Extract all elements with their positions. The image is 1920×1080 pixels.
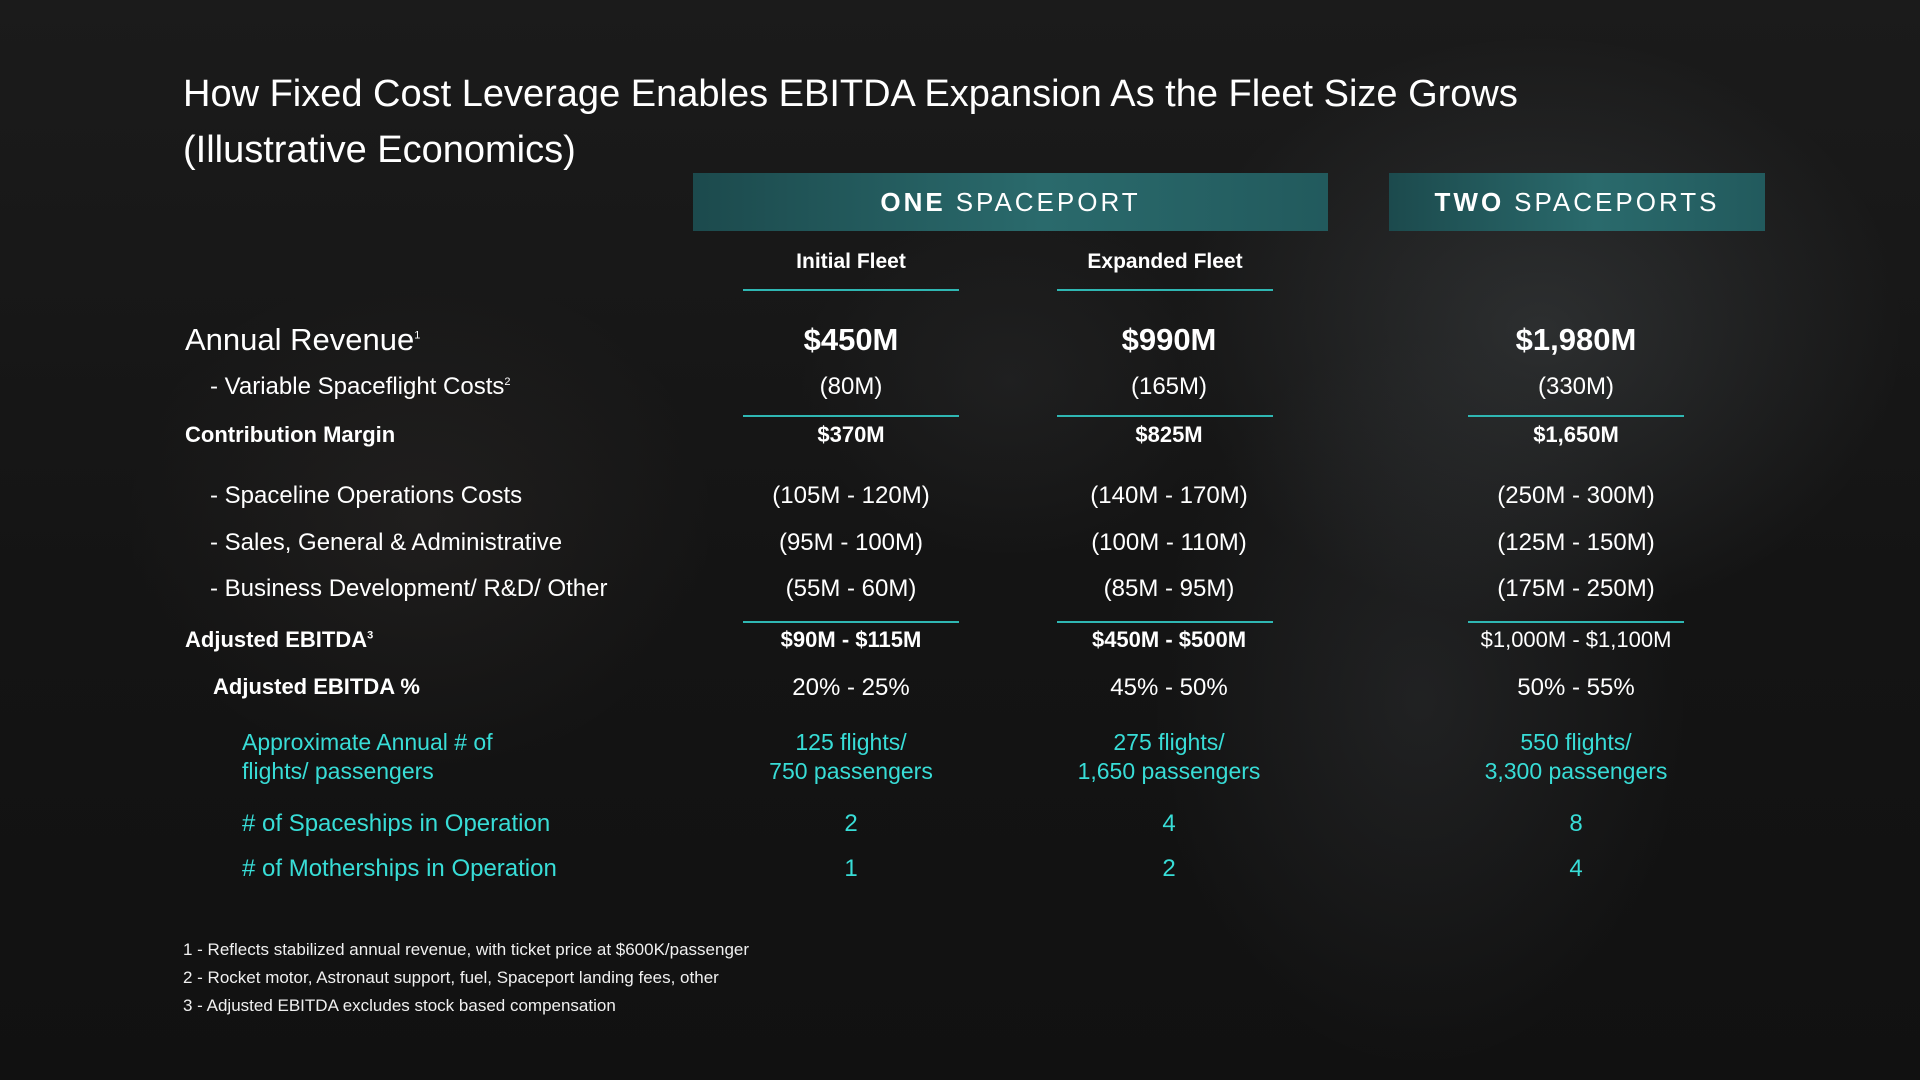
variable-costs-label: - Variable Spaceflight Costs2 <box>210 373 511 400</box>
rule-ebitda-expanded <box>1057 621 1273 623</box>
bizdev-two: (175M - 250M) <box>1497 575 1655 602</box>
motherships-initial: 1 <box>844 855 858 882</box>
sga-expanded: (100M - 110M) <box>1091 529 1247 556</box>
spaceships-label: # of Spaceships in Operation <box>242 810 551 837</box>
contribution-two: $1,650M <box>1533 422 1619 447</box>
ebitda-pct-initial: 20% - 25% <box>792 674 910 701</box>
ebitda-pct-expanded: 45% - 50% <box>1110 674 1228 701</box>
adjusted-ebitda-label: Adjusted EBITDA3 <box>185 627 374 652</box>
revenue-initial: $450M <box>803 322 899 357</box>
contribution-margin-label: Contribution Margin <box>185 422 396 447</box>
expanded-fleet-header: Expanded Fleet <box>1087 250 1243 273</box>
rule-contribution-expanded <box>1057 415 1273 417</box>
revenue-expanded: $990M <box>1121 322 1217 357</box>
spaceships-initial: 2 <box>844 810 858 837</box>
ebitda-expanded: $450M - $500M <box>1091 627 1247 652</box>
spaceline-two: (250M - 300M) <box>1497 482 1655 509</box>
two-spaceports-rest: SPACEPORTS <box>1514 186 1720 217</box>
one-spaceport-header: ONE SPACEPORT <box>693 173 1328 231</box>
variable-expanded: (165M) <box>1130 373 1208 400</box>
rule-contribution-initial <box>743 415 959 417</box>
bizdev-label: - Business Development/ R&D/ Other <box>210 575 608 602</box>
spaceships-two: 8 <box>1569 810 1583 837</box>
revenue-two: $1,980M <box>1515 322 1637 357</box>
two-spaceports-header: TWO SPACEPORTS <box>1389 173 1765 231</box>
header-rule-expanded <box>1057 289 1273 291</box>
motherships-label: # of Motherships in Operation <box>242 855 557 882</box>
one-spaceport-rest: SPACEPORT <box>955 186 1141 217</box>
footnote-3: 3 - Adjusted EBITDA excludes stock based… <box>183 996 616 1015</box>
spaceships-expanded: 4 <box>1162 810 1176 837</box>
header-rule-initial <box>743 289 959 291</box>
rule-contribution-two <box>1468 415 1684 417</box>
flights-passengers-label: Approximate Annual # of flights/ passeng… <box>242 729 493 784</box>
bizdev-initial: (55M - 60M) <box>785 575 917 602</box>
ebitda-initial: $90M - $115M <box>780 627 922 652</box>
two-spaceports-bold: TWO <box>1434 186 1505 217</box>
sga-label: - Sales, General & Administrative <box>210 529 563 556</box>
flights-initial: 125 flights/ 750 passengers <box>769 729 933 784</box>
initial-fleet-header: Initial Fleet <box>796 250 906 273</box>
footnote-1: 1 - Reflects stabilized annual revenue, … <box>183 940 750 959</box>
spaceline-initial: (105M - 120M) <box>772 482 930 509</box>
sga-initial: (95M - 100M) <box>778 529 924 556</box>
footnote-2: 2 - Rocket motor, Astronaut support, fue… <box>183 968 719 987</box>
rule-ebitda-initial <box>743 621 959 623</box>
contribution-initial: $370M <box>817 422 885 447</box>
variable-two: (330M) <box>1537 373 1615 400</box>
motherships-two: 4 <box>1569 855 1583 882</box>
flights-expanded: 275 flights/ 1,650 passengers <box>1077 729 1261 784</box>
contribution-expanded: $825M <box>1135 422 1203 447</box>
page-title: How Fixed Cost Leverage Enables EBITDA E… <box>183 73 1518 171</box>
spaceline-ops-label: - Spaceline Operations Costs <box>210 482 523 509</box>
bizdev-expanded: (85M - 95M) <box>1103 575 1235 602</box>
annual-revenue-label: Annual Revenue1 <box>185 322 421 357</box>
flights-two: 550 flights/ 3,300 passengers <box>1484 729 1668 784</box>
variable-initial: (80M) <box>819 373 883 400</box>
one-spaceport-bold: ONE <box>880 186 946 217</box>
rule-ebitda-two <box>1468 621 1684 623</box>
ebitda-pct-label: Adjusted EBITDA % <box>213 674 420 699</box>
sga-two: (125M - 150M) <box>1497 529 1655 556</box>
motherships-expanded: 2 <box>1162 855 1176 882</box>
ebitda-two: $1,000M - $1,100M <box>1480 627 1672 652</box>
ebitda-pct-two: 50% - 55% <box>1517 674 1635 701</box>
spaceline-expanded: (140M - 170M) <box>1090 482 1248 509</box>
